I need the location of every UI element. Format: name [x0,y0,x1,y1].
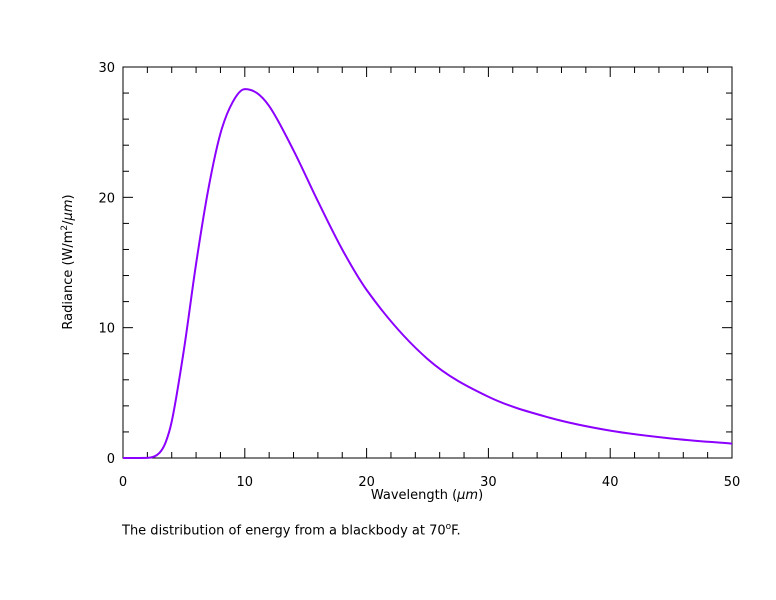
series-layer [122,88,733,459]
minor-ticks [123,67,732,458]
plot-area [122,66,733,459]
x-tick-label: 30 [480,475,497,490]
y-tick-label: 20 [98,191,115,206]
x-tick-label: 0 [119,475,127,490]
plot-frame [122,66,733,459]
x-tick-label: 20 [358,475,375,490]
x-tick-label: 10 [237,475,254,490]
y-tick-label: 10 [98,322,115,337]
x-axis-title: Wavelength (μm) [371,488,483,503]
major-ticks [122,66,733,459]
x-tick-label: 50 [724,475,741,490]
y-axis-title: Radiance (W/m2/μm) [60,194,76,329]
series-line [122,88,733,459]
tick-labels: 0 10 20 30 40 50 0 10 20 30 [98,61,740,490]
x-tick-label: 40 [602,475,619,490]
y-tick-label: 30 [98,61,115,76]
figure-caption: The distribution of energy from a blackb… [122,522,461,539]
y-tick-label: 0 [107,452,115,467]
